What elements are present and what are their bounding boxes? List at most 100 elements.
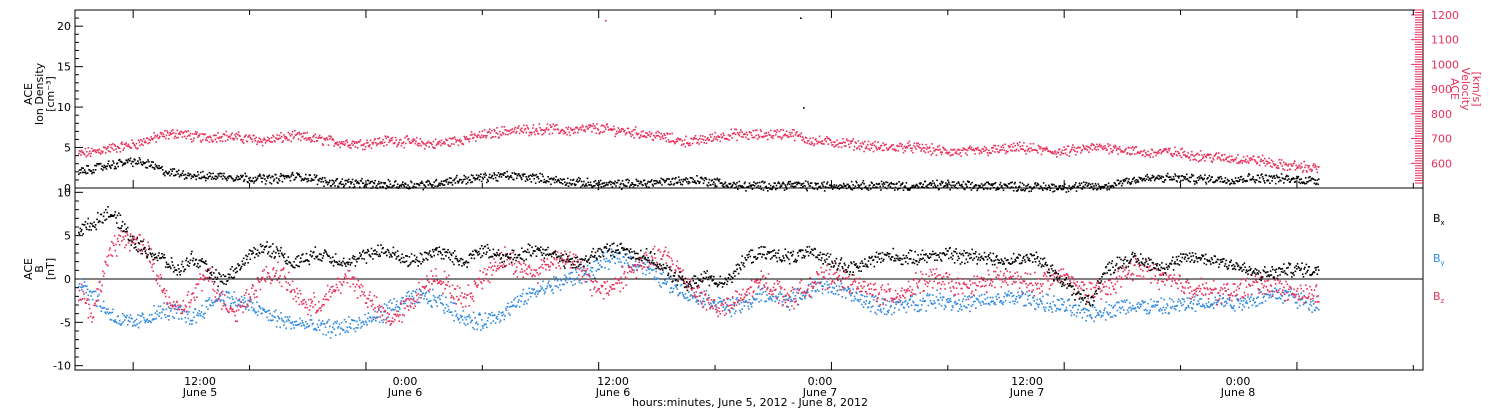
density-point [1035, 182, 1037, 184]
velocity-point [201, 133, 203, 135]
density-point [550, 184, 552, 186]
density-point [1138, 181, 1140, 183]
density-point [211, 178, 213, 180]
density-point [298, 174, 300, 176]
velocity-point [770, 130, 772, 132]
by-point [744, 305, 746, 307]
by-point [949, 300, 951, 302]
density-point [515, 173, 517, 175]
density-point [625, 185, 627, 187]
velocity-point [215, 139, 217, 141]
velocity-point [1125, 148, 1127, 150]
density-point [314, 174, 316, 176]
by-point [387, 307, 389, 309]
density-point [225, 178, 227, 180]
by-point [88, 295, 90, 297]
density-point [334, 185, 336, 187]
velocity-point [1313, 163, 1315, 165]
density-point [1079, 184, 1081, 186]
density-point [107, 163, 109, 165]
by-point [818, 290, 820, 292]
density-point [134, 159, 136, 161]
velocity-point [471, 131, 473, 133]
by-point [557, 280, 559, 282]
density-point [172, 168, 174, 170]
by-point [863, 306, 865, 308]
velocity-point [396, 139, 398, 141]
velocity-point [695, 135, 697, 137]
velocity-point [154, 137, 156, 139]
velocity-point [134, 145, 136, 147]
velocity-point [906, 147, 908, 149]
density-point [1128, 181, 1130, 183]
by-point [474, 328, 476, 330]
density-point [527, 179, 529, 181]
by-point [755, 293, 757, 295]
by-point [564, 275, 566, 277]
density-point [586, 185, 588, 187]
density-point [541, 174, 543, 176]
velocity-point [526, 125, 528, 127]
density-point [350, 181, 352, 183]
velocity-point [996, 148, 998, 150]
velocity-point [479, 131, 481, 133]
density-point [1163, 181, 1165, 183]
density-point [347, 180, 349, 182]
by-point [477, 324, 479, 326]
density-point [525, 180, 527, 182]
by-point [109, 312, 111, 314]
density-point [239, 178, 241, 180]
velocity-point [1168, 148, 1170, 150]
density-point [931, 184, 933, 186]
velocity-point [758, 134, 760, 136]
density-point [272, 176, 274, 178]
velocity-point [569, 132, 571, 134]
by-point [487, 317, 489, 319]
by-point [441, 295, 443, 297]
velocity-point [833, 146, 835, 148]
by-point [1007, 294, 1009, 296]
density-point [625, 179, 627, 181]
velocity-point [225, 140, 227, 142]
by-point [944, 305, 946, 307]
velocity-point [1112, 152, 1114, 154]
by-point [316, 330, 318, 332]
by-point [526, 303, 528, 305]
density-point [494, 174, 496, 176]
velocity-point [306, 139, 308, 141]
velocity-point [1195, 159, 1197, 161]
by-point [1069, 305, 1071, 307]
velocity-point [419, 143, 421, 145]
velocity-point [1015, 150, 1017, 152]
density-point [84, 169, 86, 171]
by-point [381, 320, 383, 322]
density-point [100, 163, 102, 165]
by-point [1033, 297, 1035, 299]
by-point [774, 301, 776, 303]
density-point [512, 172, 514, 174]
velocity-point [104, 147, 106, 149]
velocity-point [648, 134, 650, 136]
by-point [1018, 295, 1020, 297]
by-point [279, 327, 281, 329]
velocity-point [215, 135, 217, 137]
by-point [493, 320, 495, 322]
velocity-point [85, 148, 87, 150]
by-point [874, 296, 876, 298]
velocity-point [465, 139, 467, 141]
velocity-point [466, 136, 468, 138]
density-point [660, 182, 662, 184]
by-point [550, 285, 552, 287]
by-point [953, 295, 955, 297]
by-point [729, 312, 731, 314]
by-point [479, 312, 481, 314]
density-point [637, 185, 639, 187]
by-point [547, 283, 549, 285]
by-point [480, 329, 482, 331]
density-point [308, 180, 310, 182]
by-point [829, 286, 831, 288]
velocity-point [879, 147, 881, 149]
density-point [733, 183, 735, 185]
velocity-point [815, 138, 817, 140]
by-point [263, 309, 265, 311]
